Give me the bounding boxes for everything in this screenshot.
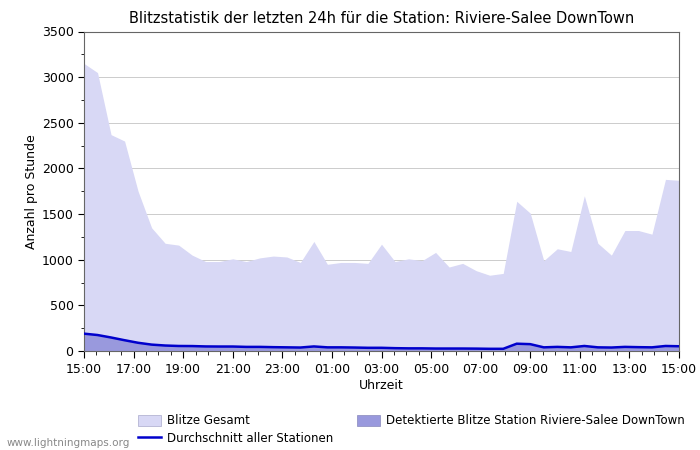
- Y-axis label: Anzahl pro Stunde: Anzahl pro Stunde: [25, 134, 38, 248]
- X-axis label: Uhrzeit: Uhrzeit: [359, 378, 404, 392]
- Legend: Blitze Gesamt, Durchschnitt aller Stationen, Detektierte Blitze Station Riviere-: Blitze Gesamt, Durchschnitt aller Statio…: [137, 414, 685, 445]
- Text: www.lightningmaps.org: www.lightningmaps.org: [7, 438, 130, 448]
- Title: Blitzstatistik der letzten 24h für die Station: Riviere-Salee DownTown: Blitzstatistik der letzten 24h für die S…: [129, 11, 634, 26]
